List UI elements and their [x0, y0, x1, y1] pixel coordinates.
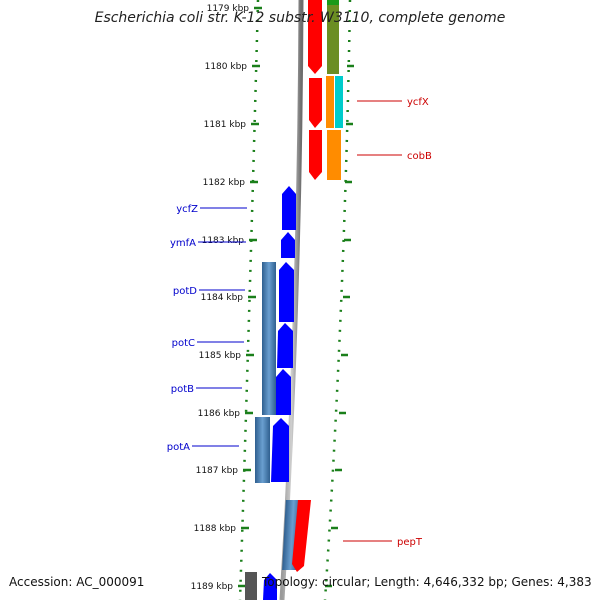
cog-bar-pot-upper[interactable]	[262, 262, 276, 415]
cog-bar-pot-lower[interactable]	[255, 417, 270, 483]
gene-pepT[interactable]	[292, 500, 311, 572]
right-dotted-ring	[323, 0, 352, 600]
ruler-tick-label: 1179 kbp	[207, 4, 250, 14]
gene-potA[interactable]	[271, 418, 289, 482]
gene-label-ycfX[interactable]: ycfX	[407, 97, 429, 108]
accession-text: Accession: AC_000091	[9, 575, 145, 589]
genome-info-text: Topology: circular; Length: 4,646,332 bp…	[262, 575, 592, 589]
gene-bottom-blue[interactable]	[263, 573, 277, 600]
ruler-tick-label: 1181 kbp	[204, 120, 247, 130]
gene-labels: ycfX cobB pepT ycfZ ymfA potD potC potB potA	[167, 97, 432, 548]
gene-label-pepT[interactable]: pepT	[397, 537, 423, 548]
left-dotted-ring	[238, 0, 260, 600]
gene-potB[interactable]	[275, 369, 291, 415]
gene-label-potB[interactable]: potB	[171, 384, 194, 395]
genome-title: Escherichia coli str. K-12 substr. W3110…	[94, 10, 506, 26]
ruler-ticks: 1179 kbp 1180 kbp 1181 kbp 1182 kbp 1183 kbp…	[191, 4, 354, 592]
ruler-tick-label: 1185 kbp	[199, 351, 242, 361]
gene-potD[interactable]	[279, 262, 294, 322]
gene-ymfA[interactable]	[281, 232, 295, 258]
cog-bar-orange[interactable]	[327, 130, 341, 180]
gene-red-top[interactable]	[308, 0, 322, 74]
ruler-tick-label: 1180 kbp	[205, 62, 248, 72]
cog-bar-cyan[interactable]	[335, 76, 343, 128]
gene-label-cobB[interactable]: cobB	[407, 151, 432, 162]
cog-bar-orange-small[interactable]	[326, 76, 334, 128]
cog-bar-olive[interactable]	[327, 0, 339, 74]
cog-bar-green-top	[327, 0, 339, 5]
gene-label-potA[interactable]: potA	[167, 442, 190, 453]
gene-label-potD[interactable]: potD	[173, 286, 197, 297]
reverse-genes	[263, 186, 296, 600]
ruler-tick-label: 1182 kbp	[203, 178, 246, 188]
ruler-tick-label: 1184 kbp	[201, 293, 244, 303]
gene-label-ycfZ[interactable]: ycfZ	[176, 204, 198, 215]
gene-potC[interactable]	[277, 323, 293, 368]
cog-bar-bottom-gray[interactable]	[245, 572, 257, 600]
gene-ycfZ[interactable]	[282, 186, 296, 230]
gene-label-potC[interactable]: potC	[172, 338, 195, 349]
gene-label-ymfA[interactable]: ymfA	[170, 238, 196, 249]
forward-genes	[292, 0, 322, 572]
gene-cobB[interactable]	[309, 130, 322, 180]
gene-ycfX[interactable]	[309, 78, 322, 128]
ruler-tick-label: 1188 kbp	[194, 524, 237, 534]
ruler-tick-label: 1189 kbp	[191, 582, 234, 592]
ruler-tick-label: 1183 kbp	[202, 236, 245, 246]
ruler-tick-label: 1186 kbp	[198, 409, 241, 419]
cog-bars-left	[245, 262, 276, 600]
ruler-tick-label: 1187 kbp	[196, 466, 239, 476]
